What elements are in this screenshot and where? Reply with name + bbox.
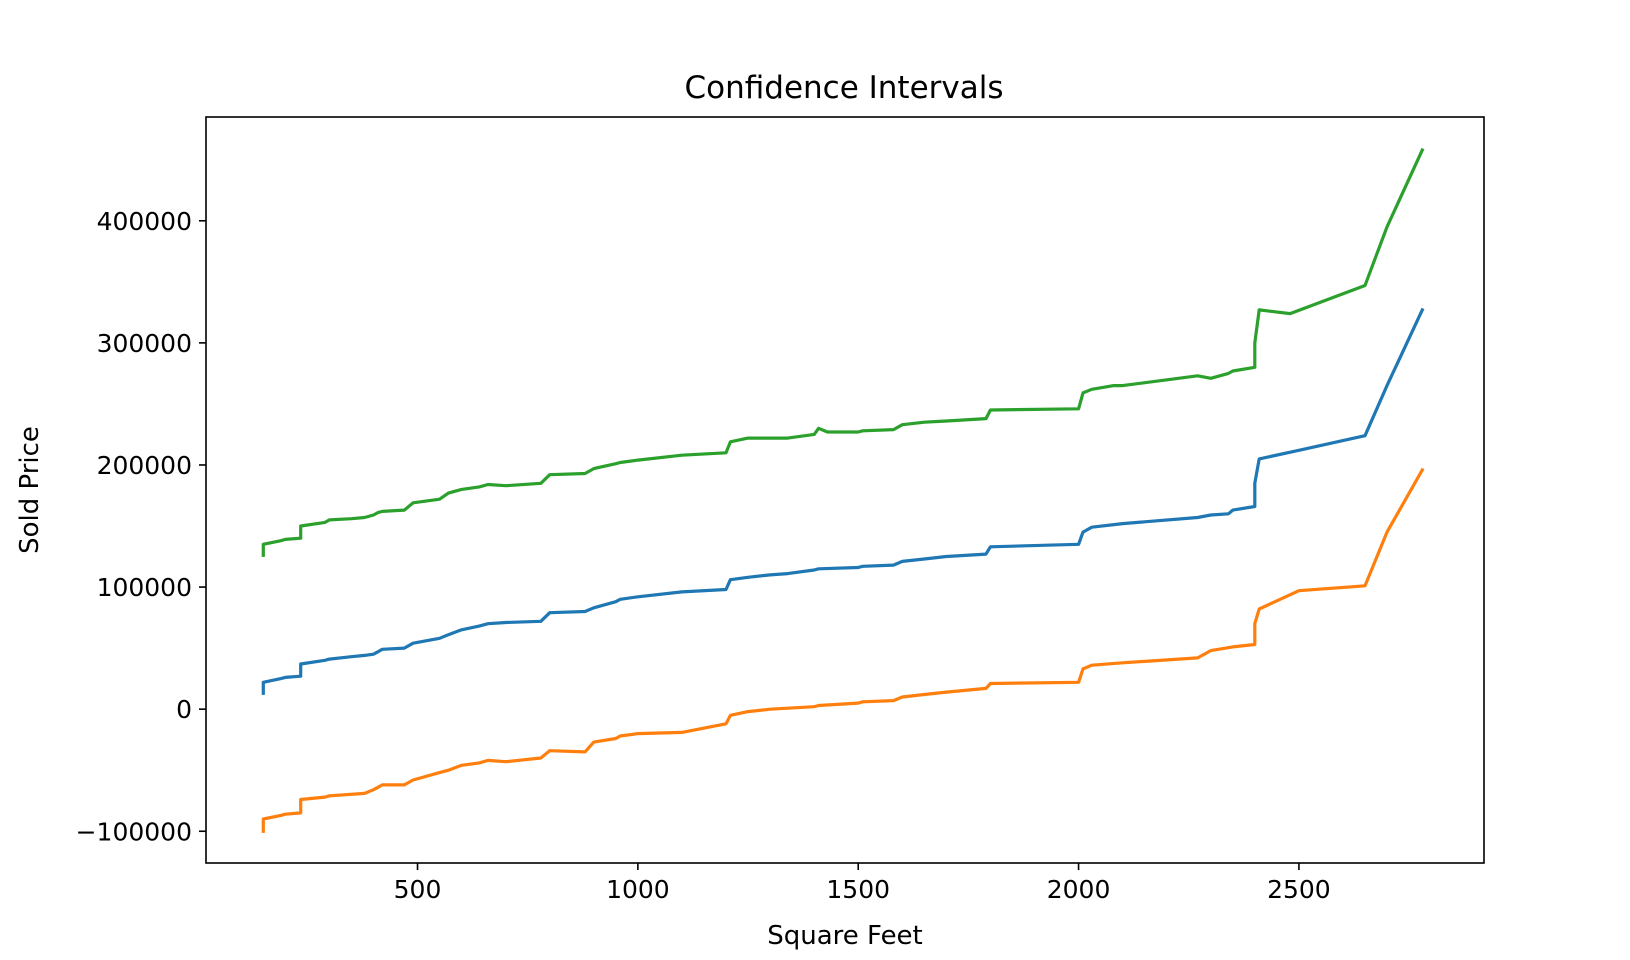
series-line-1 [261,307,1425,695]
series-layer [261,147,1425,833]
x-axis-ticks: 500 1000 1500 2000 2500 [394,863,1331,904]
y-axis-ticks: −100000 0 100000 200000 300000 400000 [76,207,206,846]
plot-frame [205,116,1485,864]
y-tick-label: −100000 [76,817,192,846]
chart-title: Confidence Intervals [684,70,1003,106]
x-tick-label: 1500 [826,875,890,904]
x-tick-label: 2000 [1047,875,1111,904]
x-tick-label: 2500 [1267,875,1331,904]
x-tick-label: 500 [394,875,442,904]
series-line-3 [261,147,1425,557]
x-axis-label: Square Feet [767,921,923,951]
y-tick-label: 0 [176,695,192,724]
y-axis-label: Sold Price [15,426,45,554]
series-line-2 [261,467,1425,833]
y-tick-label: 100000 [97,573,192,602]
y-tick-label: 400000 [97,207,192,236]
y-tick-label: 300000 [97,329,192,358]
y-tick-label: 200000 [97,451,192,480]
x-tick-label: 1000 [606,875,670,904]
